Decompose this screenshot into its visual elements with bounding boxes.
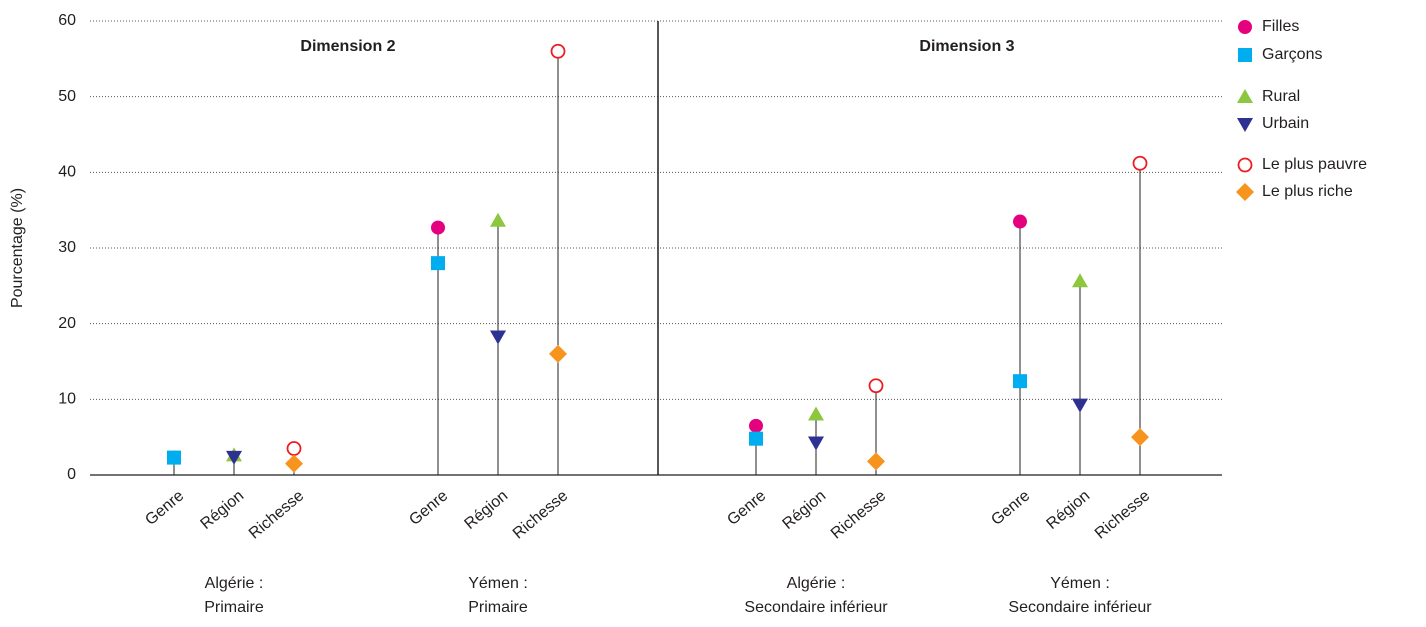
x-tick-label: Genre	[988, 487, 1033, 529]
group-label: Yémen :	[1050, 575, 1110, 592]
marker	[808, 406, 824, 421]
legend-label: Le plus pauvre	[1262, 156, 1367, 173]
marker	[167, 450, 181, 465]
legend-marker	[1236, 183, 1254, 201]
y-tick-label: 60	[58, 12, 76, 29]
group-label: Secondaire inférieur	[1008, 599, 1152, 616]
group-label: Secondaire inférieur	[744, 599, 888, 616]
group-label: Primaire	[204, 599, 264, 616]
marker	[1072, 398, 1088, 413]
legend-marker	[1237, 157, 1253, 173]
marker	[1072, 273, 1088, 288]
marker	[431, 220, 445, 235]
y-tick-label: 30	[58, 239, 76, 256]
marker	[808, 436, 824, 451]
x-tick-label: Genre	[406, 487, 451, 529]
marker	[549, 344, 567, 363]
x-tick-label: Richesse	[246, 487, 307, 542]
y-tick-label: 20	[58, 315, 76, 332]
legend-label: Rural	[1262, 88, 1300, 105]
marker	[286, 441, 302, 456]
group-label: Algérie :	[787, 575, 846, 592]
y-tick-label: 40	[58, 164, 76, 181]
y-axis-label: Pourcentage (%)	[9, 188, 26, 308]
marker	[868, 378, 884, 394]
marker	[867, 452, 885, 471]
x-tick-label: Richesse	[828, 487, 889, 542]
legend-marker	[1238, 20, 1252, 34]
x-tick-label: Région	[198, 487, 248, 533]
x-tick-label: Région	[1044, 487, 1094, 533]
marker	[550, 43, 566, 59]
legend-marker	[1237, 118, 1253, 132]
legend-label: Le plus riche	[1262, 183, 1353, 200]
marker	[431, 256, 445, 271]
y-tick-label: 10	[58, 391, 76, 408]
legend-marker	[1238, 48, 1252, 62]
marker	[749, 418, 763, 433]
marker	[1132, 155, 1148, 171]
x-tick-label: Richesse	[510, 487, 571, 542]
x-tick-label: Richesse	[1092, 487, 1153, 542]
legend-marker	[1237, 89, 1253, 103]
legend-label: Garçons	[1262, 46, 1322, 63]
y-tick-label: 0	[67, 466, 76, 483]
x-tick-label: Région	[780, 487, 830, 533]
x-tick-label: Région	[462, 487, 512, 533]
panel-title: Dimension 2	[300, 38, 395, 55]
x-tick-label: Genre	[142, 487, 187, 529]
marker	[1131, 428, 1149, 447]
group-label: Yémen :	[468, 575, 528, 592]
panel-title: Dimension 3	[919, 38, 1014, 55]
marker	[226, 450, 242, 465]
marker	[490, 212, 506, 227]
y-tick-label: 50	[58, 88, 76, 105]
x-tick-label: Genre	[724, 487, 769, 529]
marker	[490, 330, 506, 345]
group-label: Algérie :	[205, 575, 264, 592]
marker	[1013, 214, 1027, 229]
legend-label: Filles	[1262, 18, 1299, 35]
marker	[285, 454, 303, 473]
legend-label: Urbain	[1262, 115, 1309, 132]
group-label: Primaire	[468, 599, 528, 616]
marker	[1013, 374, 1027, 389]
marker	[749, 431, 763, 446]
